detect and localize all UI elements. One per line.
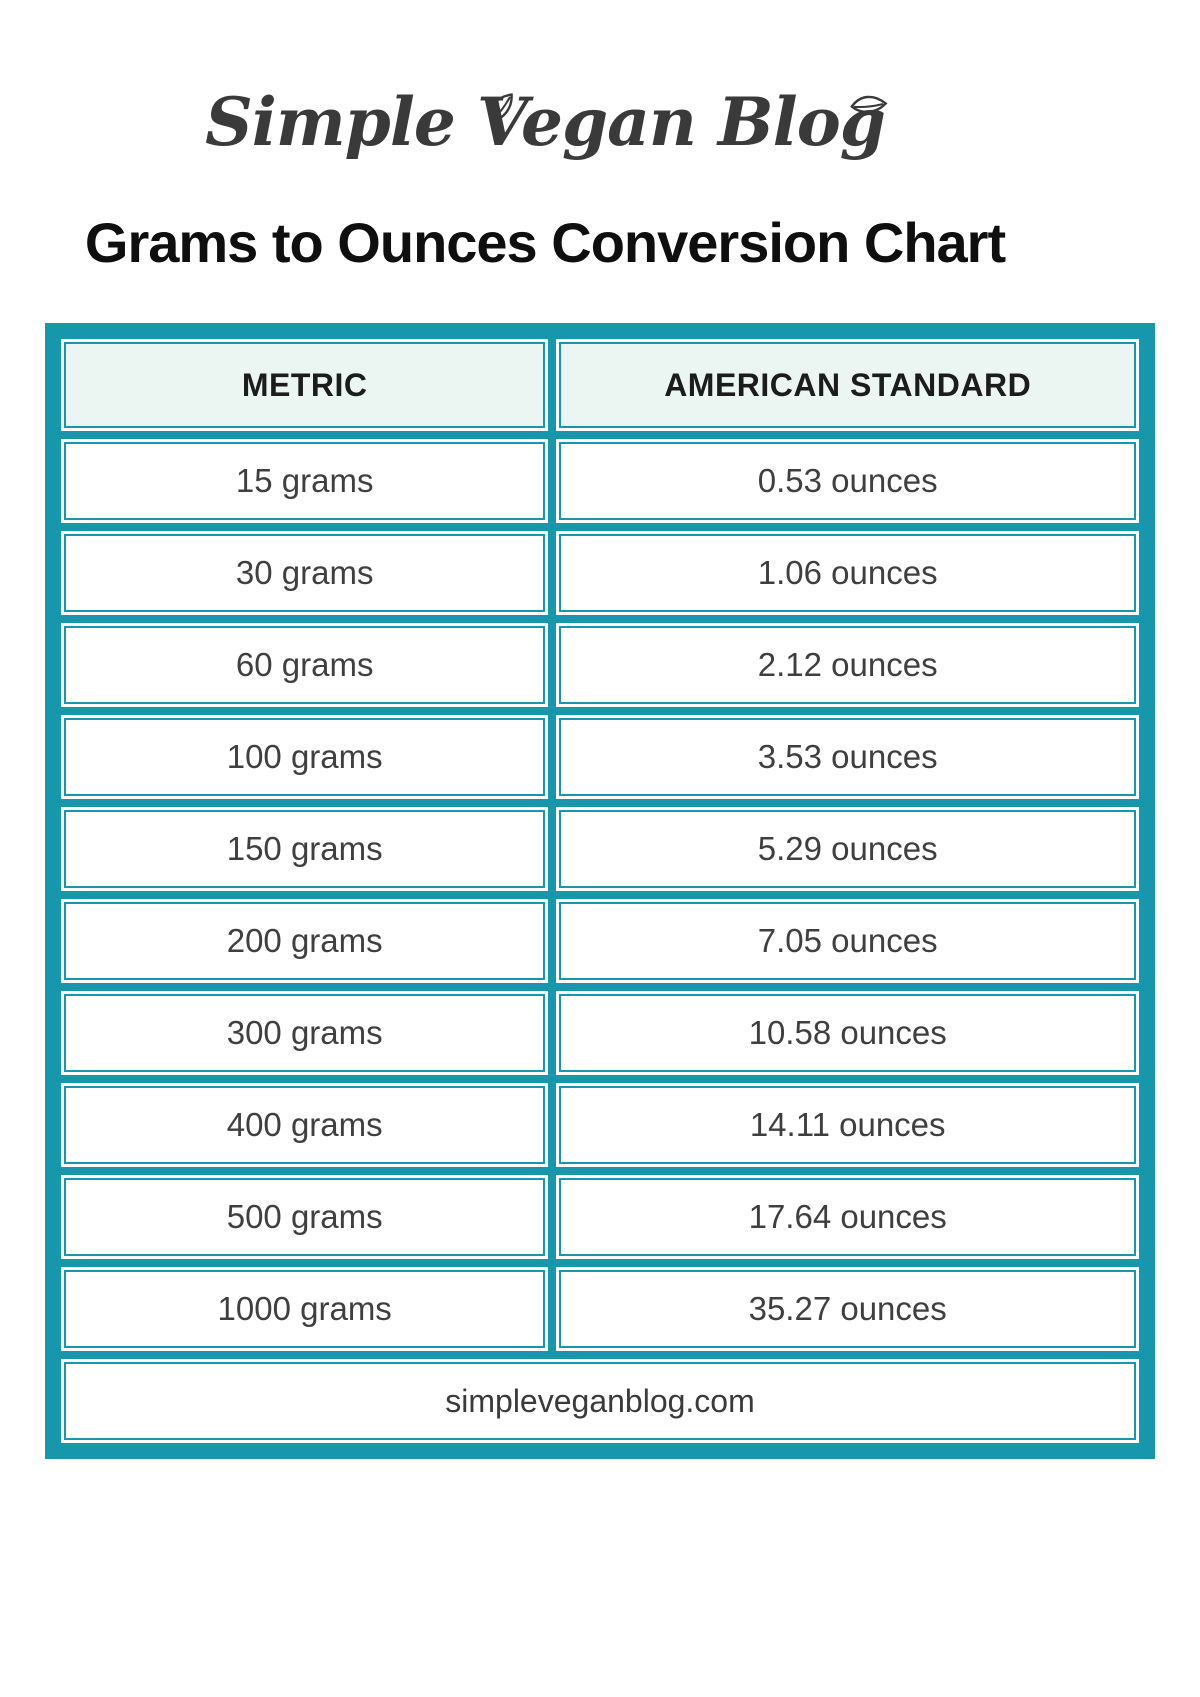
table-row: 60 grams 2.12 ounces	[64, 626, 1136, 704]
table-row: 100 grams 3.53 ounces	[64, 718, 1136, 796]
conversion-table: METRIC AMERICAN STANDARD 15 grams 0.53 o…	[45, 323, 1155, 1459]
site-logo-text: Simple Vegan Blog	[205, 83, 886, 161]
metric-cell: 300 grams	[64, 994, 546, 1072]
ounces-cell: 10.58 ounces	[559, 994, 1136, 1072]
metric-cell: 150 grams	[64, 810, 546, 888]
table-row: 1000 grams 35.27 ounces	[64, 1270, 1136, 1348]
ounces-cell: 14.11 ounces	[559, 1086, 1136, 1164]
site-logo: Simple Vegan Blog	[205, 52, 888, 192]
ounces-cell: 5.29 ounces	[559, 810, 1136, 888]
ounces-cell: 3.53 ounces	[559, 718, 1136, 796]
table-row: 400 grams 14.11 ounces	[64, 1086, 1136, 1164]
ounces-cell: 7.05 ounces	[559, 902, 1136, 980]
ounces-cell: 17.64 ounces	[559, 1178, 1136, 1256]
ounces-cell: 2.12 ounces	[559, 626, 1136, 704]
ounces-cell: 0.53 ounces	[559, 442, 1136, 520]
leaf-icon	[472, 47, 513, 123]
metric-cell: 30 grams	[64, 534, 546, 612]
leaf-icon	[850, 47, 916, 114]
column-header-metric: METRIC	[64, 342, 546, 428]
table-row: 15 grams 0.53 ounces	[64, 442, 1136, 520]
header-block: Simple Vegan Blog Grams to Ounces Conver…	[0, 52, 1090, 275]
page-title: Grams to Ounces Conversion Chart	[84, 211, 1006, 274]
table-footer-row: simpleveganblog.com	[64, 1362, 1136, 1440]
header-row: METRIC AMERICAN STANDARD	[64, 342, 1136, 428]
ounces-cell: 1.06 ounces	[559, 534, 1136, 612]
metric-cell: 100 grams	[64, 718, 546, 796]
website-url: simpleveganblog.com	[64, 1362, 1136, 1440]
ounces-cell: 35.27 ounces	[559, 1270, 1136, 1348]
metric-cell: 400 grams	[64, 1086, 546, 1164]
metric-cell: 500 grams	[64, 1178, 546, 1256]
column-header-american-standard: AMERICAN STANDARD	[559, 342, 1136, 428]
table-row: 30 grams 1.06 ounces	[64, 534, 1136, 612]
table-row: 150 grams 5.29 ounces	[64, 810, 1136, 888]
metric-cell: 60 grams	[64, 626, 546, 704]
table-row: 200 grams 7.05 ounces	[64, 902, 1136, 980]
metric-cell: 15 grams	[64, 442, 546, 520]
metric-cell: 1000 grams	[64, 1270, 546, 1348]
table-row: 300 grams 10.58 ounces	[64, 994, 1136, 1072]
metric-cell: 200 grams	[64, 902, 546, 980]
table-row: 500 grams 17.64 ounces	[64, 1178, 1136, 1256]
